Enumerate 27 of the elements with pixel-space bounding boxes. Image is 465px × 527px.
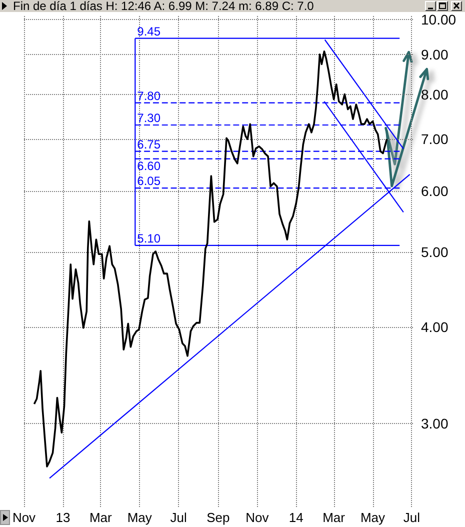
y-tick-label: 5.00 [421, 244, 448, 260]
x-tick-label: May [127, 510, 152, 525]
x-tick-label: May [360, 510, 386, 525]
data-label: 7.80 [137, 88, 161, 103]
x-tick-label: Mar [89, 510, 113, 525]
x-tick-label: Sep [206, 510, 230, 525]
y-tick-label: 7.00 [421, 131, 448, 148]
x-tick-label: Nov [246, 510, 270, 525]
x-tick-label: Nov [12, 510, 36, 525]
x-tick-label: Jul [170, 510, 187, 525]
y-tick-label: 4.00 [421, 318, 448, 335]
x-tick-label: 13 [56, 510, 70, 525]
y-tick-label: 8.00 [421, 86, 448, 102]
y-tick-label: 10.00 [421, 11, 456, 28]
y-tick-label: 6.00 [421, 182, 448, 199]
data-label: 7.30 [137, 111, 161, 126]
x-tick-label: 14 [288, 510, 304, 525]
data-label: 6.60 [137, 158, 161, 173]
y-tick-label: 9.00 [421, 46, 448, 63]
chart-title: Fin de día 1 días H: 12:46 A: 6.99 M: 7.24 m: 6.89 C: 7.0 [13, 0, 314, 13]
data-label: 5.10 [137, 231, 161, 246]
data-label: 9.45 [137, 24, 161, 38]
data-label: 6.05 [137, 174, 161, 188]
x-tick-label: Mar [322, 510, 346, 525]
x-tick-label: Jul [403, 510, 420, 525]
y-tick-label: 3.00 [421, 416, 448, 432]
data-label: 6.75 [137, 137, 161, 152]
